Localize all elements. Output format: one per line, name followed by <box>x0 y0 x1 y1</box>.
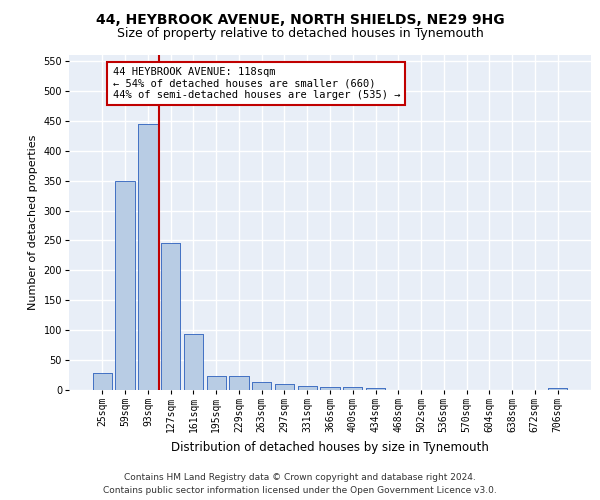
Bar <box>320 387 340 390</box>
Bar <box>138 124 158 390</box>
Bar <box>298 386 317 390</box>
Bar <box>343 387 362 390</box>
Bar <box>229 376 248 390</box>
Bar <box>115 180 135 390</box>
Bar <box>115 180 135 390</box>
Bar <box>252 382 271 390</box>
Bar <box>548 388 567 390</box>
Bar <box>275 384 294 390</box>
Bar <box>366 388 385 390</box>
Bar <box>229 376 248 390</box>
Bar <box>138 124 158 390</box>
Text: 44, HEYBROOK AVENUE, NORTH SHIELDS, NE29 9HG: 44, HEYBROOK AVENUE, NORTH SHIELDS, NE29… <box>95 12 505 26</box>
Bar <box>548 388 567 390</box>
Bar <box>366 388 385 390</box>
Bar <box>343 387 362 390</box>
Text: 44 HEYBROOK AVENUE: 118sqm
← 54% of detached houses are smaller (660)
44% of sem: 44 HEYBROOK AVENUE: 118sqm ← 54% of deta… <box>113 67 400 100</box>
Bar <box>320 387 340 390</box>
Y-axis label: Number of detached properties: Number of detached properties <box>28 135 38 310</box>
Bar <box>206 376 226 390</box>
Bar <box>184 334 203 390</box>
Bar <box>161 244 181 390</box>
Bar <box>252 382 271 390</box>
Text: Contains HM Land Registry data © Crown copyright and database right 2024.
Contai: Contains HM Land Registry data © Crown c… <box>103 474 497 495</box>
Bar <box>184 334 203 390</box>
Bar <box>93 373 112 390</box>
Bar <box>298 386 317 390</box>
Bar <box>93 373 112 390</box>
Text: Size of property relative to detached houses in Tynemouth: Size of property relative to detached ho… <box>116 28 484 40</box>
X-axis label: Distribution of detached houses by size in Tynemouth: Distribution of detached houses by size … <box>171 440 489 454</box>
Bar <box>161 244 181 390</box>
Bar <box>275 384 294 390</box>
Bar <box>206 376 226 390</box>
